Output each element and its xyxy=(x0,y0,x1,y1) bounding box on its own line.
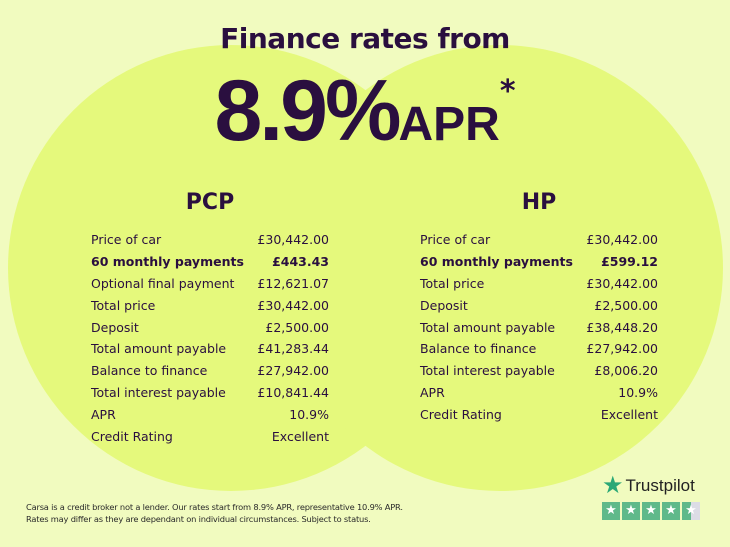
row-value: £30,442.00 xyxy=(586,275,658,291)
hp-heading: HP xyxy=(521,190,557,215)
row-value: £30,442.00 xyxy=(257,297,329,313)
row-value: Excellent xyxy=(600,407,658,423)
trustpilot-badge[interactable]: ★ Trustpilot ★ ★ ★ ★ ★ xyxy=(602,474,700,520)
apr-label: APR xyxy=(398,98,500,151)
row-value: £12,621.07 xyxy=(257,275,329,291)
row-value: £30,442.00 xyxy=(586,232,658,247)
decorative-circle-right xyxy=(277,45,723,491)
row-value: 10.9% xyxy=(618,385,658,401)
table-row: Balance to finance £27,942.00 xyxy=(91,360,329,382)
row-label: Total amount payable xyxy=(420,319,556,335)
row-value: £599.12 xyxy=(601,253,658,269)
disclaimer-line-1: Carsa is a credit broker not a lender. O… xyxy=(26,502,403,512)
asterisk: * xyxy=(499,74,516,109)
row-value: £27,942.00 xyxy=(586,341,658,357)
rating-star-icon: ★ xyxy=(682,502,700,520)
row-label: Optional final payment xyxy=(91,275,235,291)
table-row: Deposit £2,500.00 xyxy=(420,295,658,317)
row-label: Balance to finance xyxy=(420,341,537,357)
trustpilot-label: Trustpilot xyxy=(625,476,695,495)
row-label: Total interest payable xyxy=(91,385,226,401)
row-value: £30,442.00 xyxy=(257,232,329,247)
table-row: Total price £30,442.00 xyxy=(420,273,658,295)
table-row: 60 monthly payments £599.12 xyxy=(420,251,658,273)
row-value: £10,841.44 xyxy=(257,385,329,401)
row-value: £27,942.00 xyxy=(257,363,329,379)
row-value: £8,006.20 xyxy=(594,363,658,379)
row-label: Total price xyxy=(91,297,156,313)
rate-headline: 8.9%APR* xyxy=(0,62,730,161)
disclaimer-line-2: Rates may differ as they are dependant o… xyxy=(26,514,371,524)
row-value: £41,283.44 xyxy=(257,341,329,357)
table-row: Total interest payable £10,841.44 xyxy=(91,382,329,404)
table-row: Total price £30,442.00 xyxy=(91,295,329,317)
row-value: Excellent xyxy=(271,429,329,445)
disclaimer: Carsa is a credit broker not a lender. O… xyxy=(26,501,403,525)
table-row: 60 monthly payments £443.43 xyxy=(91,251,329,273)
row-label: Balance to finance xyxy=(91,363,208,379)
row-label: Price of car xyxy=(91,232,162,247)
row-value: £2,500.00 xyxy=(594,297,658,313)
row-label: Price of car xyxy=(420,232,491,247)
row-value: £443.43 xyxy=(272,253,329,269)
row-label: 60 monthly payments xyxy=(420,253,573,269)
table-row: Balance to finance £27,942.00 xyxy=(420,338,658,360)
row-label: Credit Rating xyxy=(91,429,173,445)
row-value: 10.9% xyxy=(289,407,329,423)
row-value: £38,448.20 xyxy=(586,319,658,335)
row-label: Total interest payable xyxy=(420,363,555,379)
rating-star-icon: ★ xyxy=(602,502,620,520)
pcp-heading: PCP xyxy=(185,190,235,215)
rate-value: 8.9% xyxy=(214,63,401,159)
table-row: APR 10.9% xyxy=(420,382,658,404)
table-row: Total amount payable £41,283.44 xyxy=(91,338,329,360)
hp-table: HP Price of car £30,442.00 60 monthly paym… xyxy=(420,190,658,426)
headline: Finance rates from xyxy=(220,22,510,55)
trustpilot-rating: ★ ★ ★ ★ ★ xyxy=(602,502,700,520)
table-row: Total interest payable £8,006.20 xyxy=(420,360,658,382)
table-row: Optional final payment £12,621.07 xyxy=(91,273,329,295)
rating-star-icon: ★ xyxy=(622,502,640,520)
row-label: Credit Rating xyxy=(420,407,502,423)
rating-star-icon: ★ xyxy=(642,502,660,520)
row-label: APR xyxy=(91,407,116,423)
trustpilot-star-icon: ★ xyxy=(602,472,624,499)
row-label: 60 monthly payments xyxy=(91,253,244,269)
table-row: Price of car £30,442.00 xyxy=(420,229,658,251)
row-value: £2,500.00 xyxy=(265,319,329,335)
rating-star-icon: ★ xyxy=(662,502,680,520)
pcp-table: PCP Price of car £30,442.00 60 monthly pay… xyxy=(91,190,329,448)
row-label: Total amount payable xyxy=(91,341,227,357)
table-row: Price of car £30,442.00 xyxy=(91,229,329,251)
row-label: Total price xyxy=(420,275,485,291)
row-label: Deposit xyxy=(420,297,468,313)
table-row: Credit Rating Excellent xyxy=(420,404,658,426)
table-row: Deposit £2,500.00 xyxy=(91,317,329,339)
table-row: Credit Rating Excellent xyxy=(91,426,329,448)
row-label: Deposit xyxy=(91,319,139,335)
table-row: APR 10.9% xyxy=(91,404,329,426)
table-row: Total amount payable £38,448.20 xyxy=(420,317,658,339)
row-label: APR xyxy=(420,385,445,401)
